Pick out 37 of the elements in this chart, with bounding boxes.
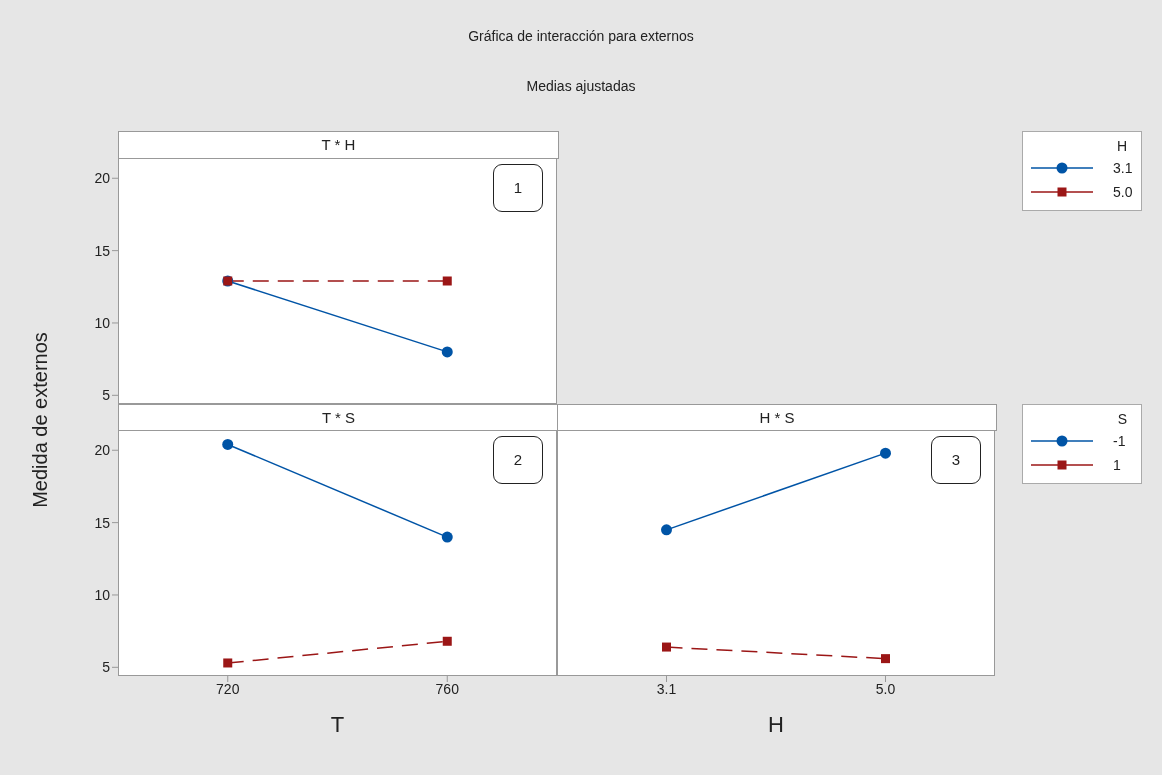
chart-title: T * S	[118, 404, 559, 431]
point	[442, 636, 452, 646]
legend-label: 1	[1113, 457, 1121, 473]
y-tick-label: 20	[94, 170, 111, 187]
x-tick-label: 3.1	[656, 680, 677, 697]
y-tick-label: 15	[94, 242, 111, 259]
point	[881, 654, 890, 664]
chart-title: Gráfica de interacción para externos	[467, 28, 695, 44]
x-tick-label: 5.0	[875, 680, 896, 697]
point	[222, 438, 234, 450]
legend-label: -1	[1113, 433, 1126, 449]
y-tick-label: 20	[94, 442, 111, 459]
text: T * H	[118, 131, 559, 159]
chart-title: H * S	[557, 404, 997, 431]
legend-title: S	[1116, 411, 1128, 427]
x-axis-title: T	[329, 712, 346, 738]
annotation: 1	[493, 164, 543, 212]
annotation: 2	[493, 436, 543, 484]
x-tick-label: 720	[216, 680, 240, 697]
y-tick-label: 5	[102, 659, 111, 676]
y-tick-label: 10	[94, 586, 111, 603]
legend-label: 3.1	[1113, 160, 1133, 176]
y-tick-label: 15	[94, 514, 111, 531]
point	[223, 658, 233, 668]
x-axis-title: H	[767, 712, 785, 738]
y-tick-label: 5	[102, 387, 111, 404]
chart-subtitle: Medias ajustadas	[525, 78, 637, 94]
point	[661, 524, 672, 536]
legend-title: H	[1115, 138, 1128, 154]
point	[441, 531, 453, 543]
x-tick-label: 760	[435, 680, 460, 697]
point	[880, 447, 891, 459]
legend-label: 5.0	[1113, 184, 1133, 200]
annotation: 3	[931, 436, 981, 484]
y-axis-title: Medida de externos	[28, 332, 52, 508]
y-tick-label: 10	[94, 314, 111, 331]
point	[662, 642, 671, 652]
